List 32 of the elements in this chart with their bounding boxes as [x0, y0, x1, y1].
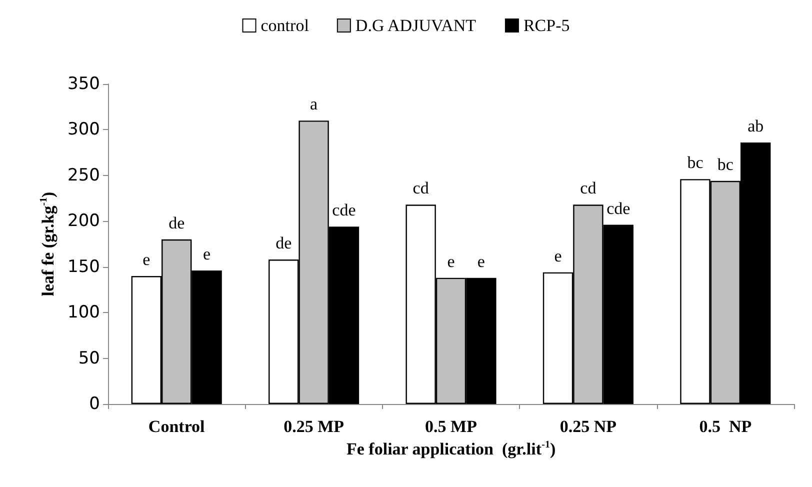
x-tick-label: 0.25 MP: [284, 417, 344, 436]
data-label: ab: [748, 116, 764, 136]
data-label: e: [554, 246, 562, 266]
x-tick-label: 0.5 MP: [425, 417, 477, 436]
y-tick-label: 300: [68, 120, 100, 140]
y-tick-label: 0: [89, 394, 100, 414]
x-tick-label: 0.25 NP: [560, 417, 617, 436]
y-tick-label: 350: [68, 74, 100, 94]
y-axis-title: leaf fe (gr.kg-1): [38, 192, 58, 296]
data-label: e: [142, 250, 150, 269]
y-tick-label: 200: [68, 211, 100, 232]
legend-label: RCP-5: [523, 16, 570, 35]
y-tick-label: 100: [68, 302, 100, 323]
x-tick-label: Control: [148, 417, 206, 436]
data-label: e: [477, 252, 485, 271]
data-label: cd: [580, 178, 597, 198]
y-tick-label: 150: [68, 256, 100, 277]
legend-label: control: [260, 16, 310, 35]
data-label: cde: [332, 200, 356, 220]
data-label: de: [276, 234, 292, 253]
data-label: bc: [717, 154, 734, 174]
data-label: bc: [687, 153, 704, 172]
y-tick-label: 50: [78, 348, 100, 368]
legend-label: D.G ADJUVANT: [355, 16, 477, 35]
y-tick-label: 250: [68, 165, 100, 186]
x-tick-label: 0.5 NP: [699, 417, 752, 436]
data-label: cd: [412, 178, 430, 198]
data-label: e: [447, 252, 455, 271]
data-label: a: [310, 94, 318, 114]
data-label: cde: [606, 198, 630, 218]
data-label: de: [168, 213, 185, 232]
data-label: e: [203, 244, 211, 264]
